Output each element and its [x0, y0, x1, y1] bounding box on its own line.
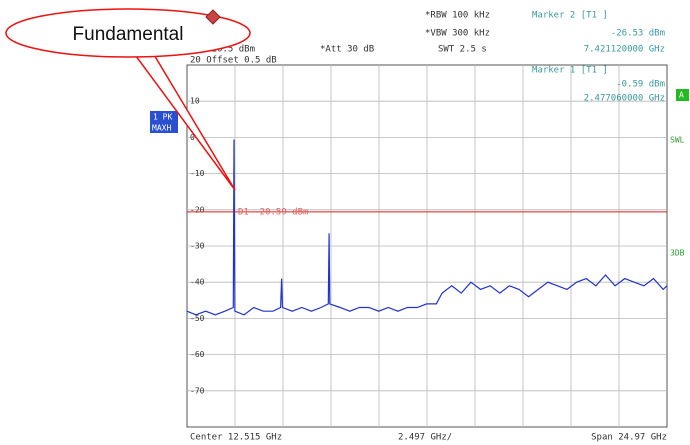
- logo: [205, 9, 221, 25]
- right-label: SWL: [670, 136, 685, 145]
- marker-label: Marker 1 [T1 ]: [532, 66, 608, 76]
- marker-freq: 2.477060000 GHz: [584, 94, 665, 104]
- y-tick-label: -20: [190, 205, 205, 214]
- y-tick-label: 10: [190, 97, 200, 106]
- detector-mode: MAXH: [152, 124, 171, 133]
- y-tick-label: -10: [190, 169, 205, 178]
- callout-text: Fundamental: [73, 24, 184, 45]
- marker-label: Marker 2 [T1 ]: [532, 11, 608, 21]
- display-line-label: D1 -20.59 dBm: [238, 207, 308, 217]
- grid: -70 -60 -50 -40 -30 -20 -10 0 10: [187, 65, 667, 427]
- span: Span 24.97 GHz: [591, 433, 667, 443]
- callout-join: [148, 40, 154, 50]
- y-tick-label: -50: [190, 314, 205, 323]
- marker-freq: 7.421120000 GHz: [584, 45, 665, 55]
- marker-level: -0.59 dBm: [616, 80, 665, 90]
- y-tick-label: -60: [190, 350, 205, 359]
- trace-label: 1 PK: [153, 113, 172, 122]
- center-freq: Center 12.515 GHz: [190, 433, 282, 443]
- sweep-time: SWT 2.5 s: [438, 45, 487, 55]
- ref-level: Ref 20.5 dBm: [190, 45, 255, 55]
- side-tag-box: [676, 89, 689, 101]
- per-division: 2.497 GHz/: [398, 433, 452, 443]
- side-tag: A: [679, 91, 684, 100]
- y-tick-label: -30: [190, 242, 205, 251]
- y-tick-label: 0: [190, 133, 195, 142]
- marker-level: -26.53 dBm: [611, 29, 665, 39]
- y-tick-label: -40: [190, 278, 205, 287]
- trace-badge: [150, 111, 178, 133]
- callout: Fundamental: [5, 8, 251, 191]
- trace: [186, 139, 668, 316]
- vbw: *VBW 300 kHz: [425, 29, 490, 39]
- overlay: D1 -20.59 dBm: [186, 139, 668, 316]
- attenuation: *Att 30 dB: [320, 45, 374, 55]
- y-tick-label: -70: [190, 386, 205, 395]
- offset: 20 Offset 0.5 dB: [190, 56, 277, 66]
- right-label: 3DB: [670, 249, 685, 258]
- rbw: *RBW 100 kHz: [425, 11, 490, 21]
- callout-bubble: [5, 8, 251, 58]
